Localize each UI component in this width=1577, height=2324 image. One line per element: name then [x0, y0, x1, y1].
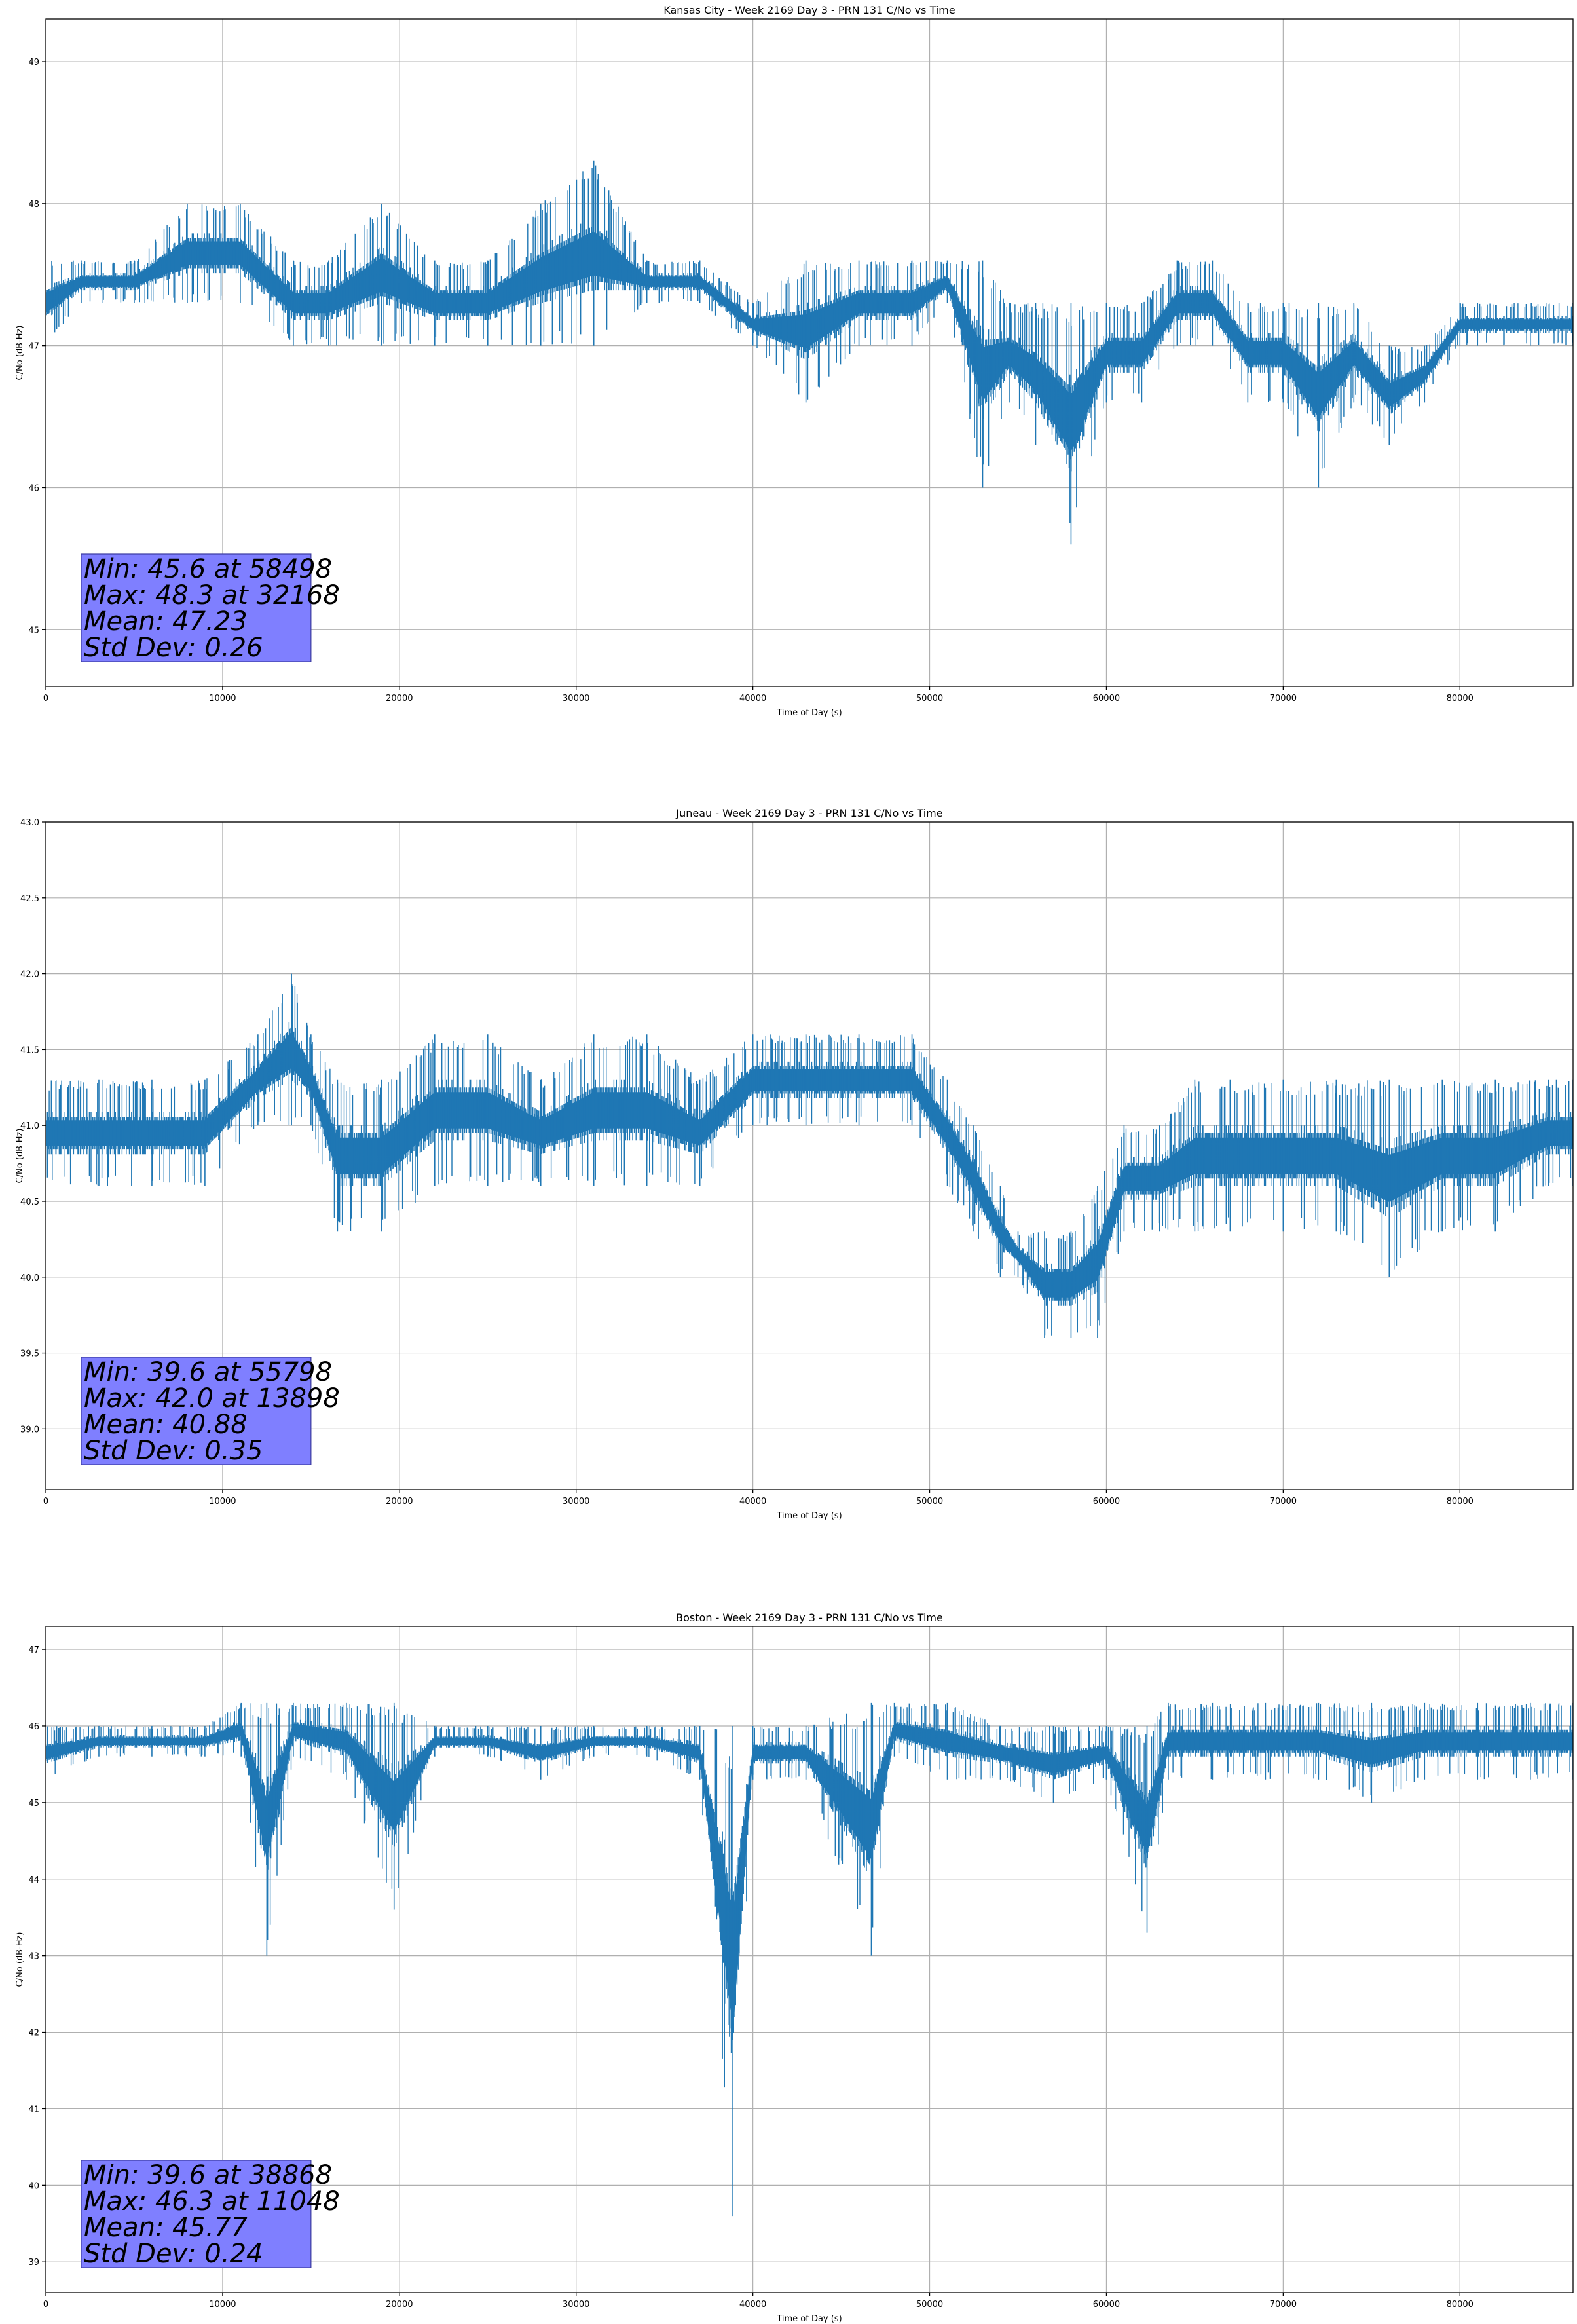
- y-tick-label: 42.5: [20, 894, 39, 904]
- x-tick-label: 30000: [563, 2300, 589, 2310]
- x-tick-label: 10000: [209, 694, 236, 703]
- stats-box-background: [81, 2160, 312, 2268]
- chart-title: Juneau - Week 2169 Day 3 - PRN 131 C/No …: [675, 807, 942, 819]
- x-tick-label: 30000: [563, 1497, 589, 1507]
- x-tick-label: 40000: [739, 694, 766, 703]
- y-tick-label: 41.5: [20, 1045, 39, 1055]
- x-tick-label: 40000: [739, 1497, 766, 1507]
- x-tick-label: 10000: [209, 1497, 236, 1507]
- y-axis-label: C/No (dB-Hz): [15, 1932, 25, 1987]
- series-line: [46, 1702, 1573, 2217]
- y-tick-label: 43: [28, 1952, 39, 1962]
- stats-line: Max: 48.3 at 32168: [84, 580, 340, 610]
- y-tick-label: 43.0: [20, 818, 39, 828]
- x-tick-label: 20000: [386, 2300, 413, 2310]
- y-axis-label: C/No (dB-Hz): [15, 326, 25, 381]
- chart-panel-2: 0 10000 20000 30000 40000 50000 60000 70000 8000…: [15, 807, 1574, 1521]
- x-tick-label: 80000: [1447, 2300, 1474, 2310]
- y-tick-label: 47: [28, 342, 39, 352]
- stats-line: Mean: 40.88: [84, 1410, 248, 1440]
- y-tick-label: 45: [28, 626, 39, 635]
- stats-line: Min: 45.6 at 58498: [84, 554, 332, 584]
- stats-line: Min: 39.6 at 38868: [84, 2160, 332, 2190]
- x-tick-label: 60000: [1093, 694, 1120, 703]
- plot-frame: [45, 1626, 1574, 2293]
- series-samples: [46, 984, 1573, 1336]
- stats-line: Mean: 45.77: [84, 2213, 248, 2243]
- series-line: [46, 160, 1573, 545]
- y-axis-label: C/No (dB-Hz): [15, 1129, 25, 1184]
- stats-line: Std Dev: 0.35: [84, 1436, 263, 1466]
- series-band: [46, 1723, 1573, 2027]
- x-tick-label: 10000: [209, 2300, 236, 2310]
- y-tick-label: 40: [28, 2181, 39, 2191]
- x-axis-label: Time of Day (s): [776, 708, 842, 718]
- x-tick-label: 80000: [1447, 1497, 1474, 1507]
- x-tick-label: 40000: [739, 2300, 766, 2310]
- y-tick-label: 49: [28, 58, 39, 67]
- x-tick-label: 70000: [1270, 1497, 1297, 1507]
- stats-box-background: [81, 553, 312, 662]
- y-tick-label: 41: [28, 2105, 39, 2114]
- stats-line: Min: 39.6 at 55798: [84, 1357, 332, 1387]
- x-tick-label: 60000: [1093, 1497, 1120, 1507]
- stats-line: Mean: 47.23: [84, 607, 248, 637]
- x-tick-label: 50000: [916, 694, 943, 703]
- x-axis-label: Time of Day (s): [776, 1511, 842, 1521]
- chart-panel-1: 0 10000 20000 30000 40000 50000 60000 70000 8000…: [15, 4, 1574, 718]
- x-tick-label: 70000: [1270, 2300, 1297, 2310]
- y-tick-label: 42: [28, 2029, 39, 2038]
- y-tick-label: 46: [28, 1722, 39, 1732]
- series-samples: [46, 1703, 1573, 2088]
- x-tick-label: 30000: [563, 694, 589, 703]
- y-tick-label: 45: [28, 1799, 39, 1809]
- x-tick-label: 50000: [916, 2300, 943, 2310]
- series-band: [46, 1032, 1573, 1298]
- y-tick-label: 41.0: [20, 1121, 39, 1131]
- chart-title: Kansas City - Week 2169 Day 3 - PRN 131 …: [663, 4, 955, 16]
- chart-panel-3: 0 10000 20000 30000 40000 50000 60000 70000 8000…: [15, 1611, 1574, 2324]
- series-samples: [46, 165, 1573, 523]
- stats-line: Std Dev: 0.24: [84, 2239, 263, 2269]
- x-tick-label: 20000: [386, 1497, 413, 1507]
- plot-frame: [45, 18, 1574, 687]
- chart-title: Boston - Week 2169 Day 3 - PRN 131 C/No …: [676, 1611, 943, 1624]
- y-tick-label: 46: [28, 483, 39, 493]
- y-tick-label: 47: [28, 1645, 39, 1655]
- x-tick-label: 20000: [386, 694, 413, 703]
- y-tick-label: 48: [28, 200, 39, 210]
- y-tick-label: 39.5: [20, 1349, 39, 1359]
- x-tick-label: 0: [43, 1497, 48, 1507]
- y-tick-label: 40.5: [20, 1197, 39, 1207]
- x-tick-label: 60000: [1093, 2300, 1120, 2310]
- x-tick-label: 50000: [916, 1497, 943, 1507]
- plot-frame: [45, 821, 1574, 1490]
- y-tick-label: 40.0: [20, 1273, 39, 1283]
- stats-line: Std Dev: 0.26: [84, 633, 263, 663]
- series-line: [46, 973, 1573, 1338]
- stats-line: Max: 42.0 at 13898: [84, 1383, 340, 1414]
- y-tick-label: 39: [28, 2258, 39, 2268]
- x-tick-label: 70000: [1270, 694, 1297, 703]
- x-tick-label: 80000: [1447, 694, 1474, 703]
- x-axis-label: Time of Day (s): [776, 2314, 842, 2324]
- stats-line: Max: 46.3 at 11048: [84, 2186, 340, 2217]
- y-tick-label: 39.0: [20, 1425, 39, 1434]
- y-tick-label: 44: [28, 1875, 39, 1885]
- stats-box-background: [81, 1357, 312, 1465]
- y-tick-label: 42.0: [20, 970, 39, 980]
- x-tick-label: 0: [43, 2300, 48, 2310]
- x-tick-label: 0: [43, 694, 48, 703]
